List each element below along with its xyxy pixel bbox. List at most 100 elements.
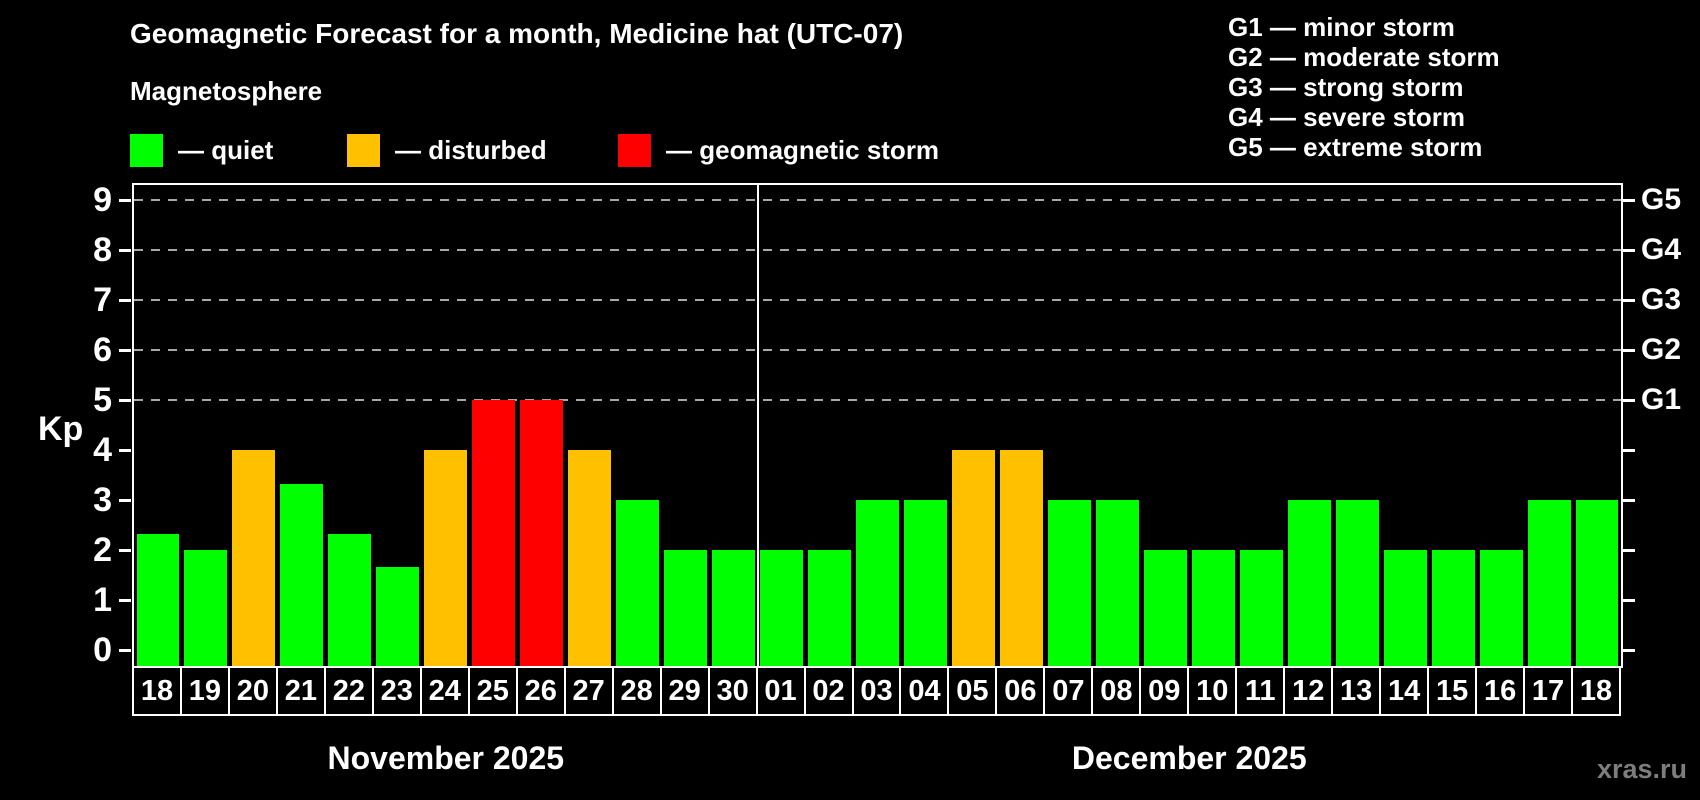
day-label: 06 (995, 666, 1046, 716)
day-label: 22 (323, 666, 374, 716)
right-axis-label-g4: G4 (1641, 233, 1682, 266)
right-axis-tick (1623, 299, 1635, 302)
page-title: Geomagnetic Forecast for a month, Medici… (130, 18, 904, 49)
right-axis-tick (1623, 349, 1635, 352)
y-axis-tick (119, 549, 131, 552)
g-scale-legend-line-g3: G3 — strong storm (1228, 72, 1464, 102)
right-axis-tick (1623, 249, 1635, 252)
kp-bar (808, 550, 851, 666)
month-divider (756, 185, 759, 666)
day-label: 15 (1427, 666, 1478, 716)
kp-bar (1287, 500, 1331, 666)
kp-bar (1095, 500, 1139, 666)
day-label: 25 (467, 666, 518, 716)
kp-bar (232, 450, 276, 666)
day-label: 11 (1235, 666, 1286, 716)
right-axis-tick (1623, 449, 1635, 452)
legend-item-disturbed: — disturbed (347, 134, 547, 167)
month-label: December 2025 (1071, 740, 1307, 776)
kp-bar (1527, 500, 1571, 666)
g-scale-legend-line-g1: G1 — minor storm (1228, 12, 1455, 42)
day-label: 20 (227, 666, 278, 716)
y-axis-tick (119, 299, 131, 302)
kp-bar (616, 500, 660, 666)
kp-bar (1431, 550, 1475, 666)
day-label: 13 (1331, 666, 1382, 716)
day-label: 05 (947, 666, 998, 716)
kp-bar (472, 400, 516, 666)
day-label: 09 (1139, 666, 1190, 716)
kp-bar (136, 533, 180, 666)
kp-bar (951, 450, 995, 666)
legend-item-label: — quiet (178, 135, 274, 165)
legend-item-label: — disturbed (395, 135, 547, 165)
kp-bar (760, 550, 804, 666)
kp-bar (903, 500, 947, 666)
day-label: 23 (371, 666, 422, 716)
right-axis-tick (1623, 599, 1635, 602)
plot-area (132, 183, 1623, 668)
kp-bar (184, 550, 228, 666)
right-axis-tick (1623, 649, 1635, 652)
y-axis-tick-label: 6 (93, 331, 112, 369)
day-label: 14 (1379, 666, 1430, 716)
day-label: 27 (563, 666, 614, 716)
y-axis-tick-label: 0 (93, 631, 112, 669)
kp-bar (999, 450, 1043, 666)
day-label: 17 (1523, 666, 1574, 716)
storm-color-swatch (618, 134, 651, 167)
g-scale-legend-line-g5: G5 — extreme storm (1228, 132, 1483, 162)
y-axis-tick (119, 499, 131, 502)
y-axis-tick-label: 1 (93, 581, 112, 619)
day-label: 28 (611, 666, 662, 716)
kp-bar (1191, 550, 1235, 666)
y-axis-tick-label: 2 (93, 531, 112, 569)
y-axis-tick-label: 7 (93, 281, 112, 319)
day-label: 18 (132, 666, 182, 716)
day-label: 12 (1283, 666, 1334, 716)
kp-bar (712, 550, 756, 666)
day-label: 26 (515, 666, 566, 716)
day-label: 18 (1571, 666, 1621, 716)
y-axis-tick (119, 199, 131, 202)
right-axis-label-g1: G1 (1641, 383, 1682, 416)
day-label: 21 (275, 666, 326, 716)
y-axis-tick (119, 399, 131, 402)
gridline-kp9 (134, 199, 1621, 201)
gridline-kp6 (134, 349, 1621, 351)
day-label: 19 (179, 666, 230, 716)
day-label: 07 (1043, 666, 1094, 716)
day-label: 16 (1475, 666, 1526, 716)
y-axis-tick (119, 349, 131, 352)
kp-bar (1335, 500, 1379, 666)
y-axis-tick (119, 649, 131, 652)
right-axis-label-g5: G5 (1641, 183, 1682, 216)
month-label: November 2025 (327, 740, 565, 776)
day-label: 02 (803, 666, 854, 716)
day-label: 01 (755, 666, 806, 716)
right-axis-tick (1623, 549, 1635, 552)
day-label: 03 (851, 666, 902, 716)
gridline-kp5 (134, 399, 1621, 401)
gridline-kp7 (134, 299, 1621, 301)
disturbed-color-swatch (347, 134, 380, 167)
kp-bar (328, 533, 372, 666)
kp-bar (1383, 550, 1427, 666)
y-axis-tick (119, 249, 131, 252)
day-label: 29 (659, 666, 710, 716)
y-axis-tick-label: 5 (93, 381, 112, 419)
y-axis-tick-label: 3 (93, 481, 112, 519)
kp-bar (1047, 500, 1091, 666)
kp-bar (280, 483, 324, 666)
kp-bar (520, 400, 564, 666)
right-axis-tick (1623, 199, 1635, 202)
kp-bar (1239, 550, 1283, 666)
day-label: 10 (1187, 666, 1238, 716)
day-label: 08 (1091, 666, 1142, 716)
right-axis-label-g3: G3 (1641, 283, 1682, 316)
kp-bar (1143, 550, 1187, 666)
y-axis-tick-label: 9 (93, 181, 112, 219)
right-axis-tick (1623, 499, 1635, 502)
kp-bar (376, 566, 420, 666)
